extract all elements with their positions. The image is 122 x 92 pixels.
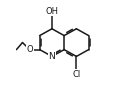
Text: OH: OH — [45, 7, 58, 16]
Text: Cl: Cl — [72, 70, 81, 79]
Text: O: O — [26, 45, 33, 54]
Text: N: N — [49, 52, 55, 61]
